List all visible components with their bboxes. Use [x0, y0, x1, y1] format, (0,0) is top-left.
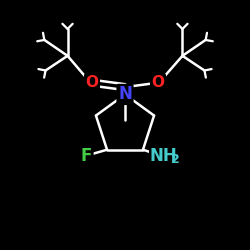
Text: O: O [152, 75, 164, 90]
Text: N: N [118, 86, 132, 103]
Text: 2: 2 [171, 154, 179, 166]
Text: F: F [80, 147, 92, 165]
Text: NH: NH [150, 147, 178, 165]
Text: O: O [86, 75, 98, 90]
